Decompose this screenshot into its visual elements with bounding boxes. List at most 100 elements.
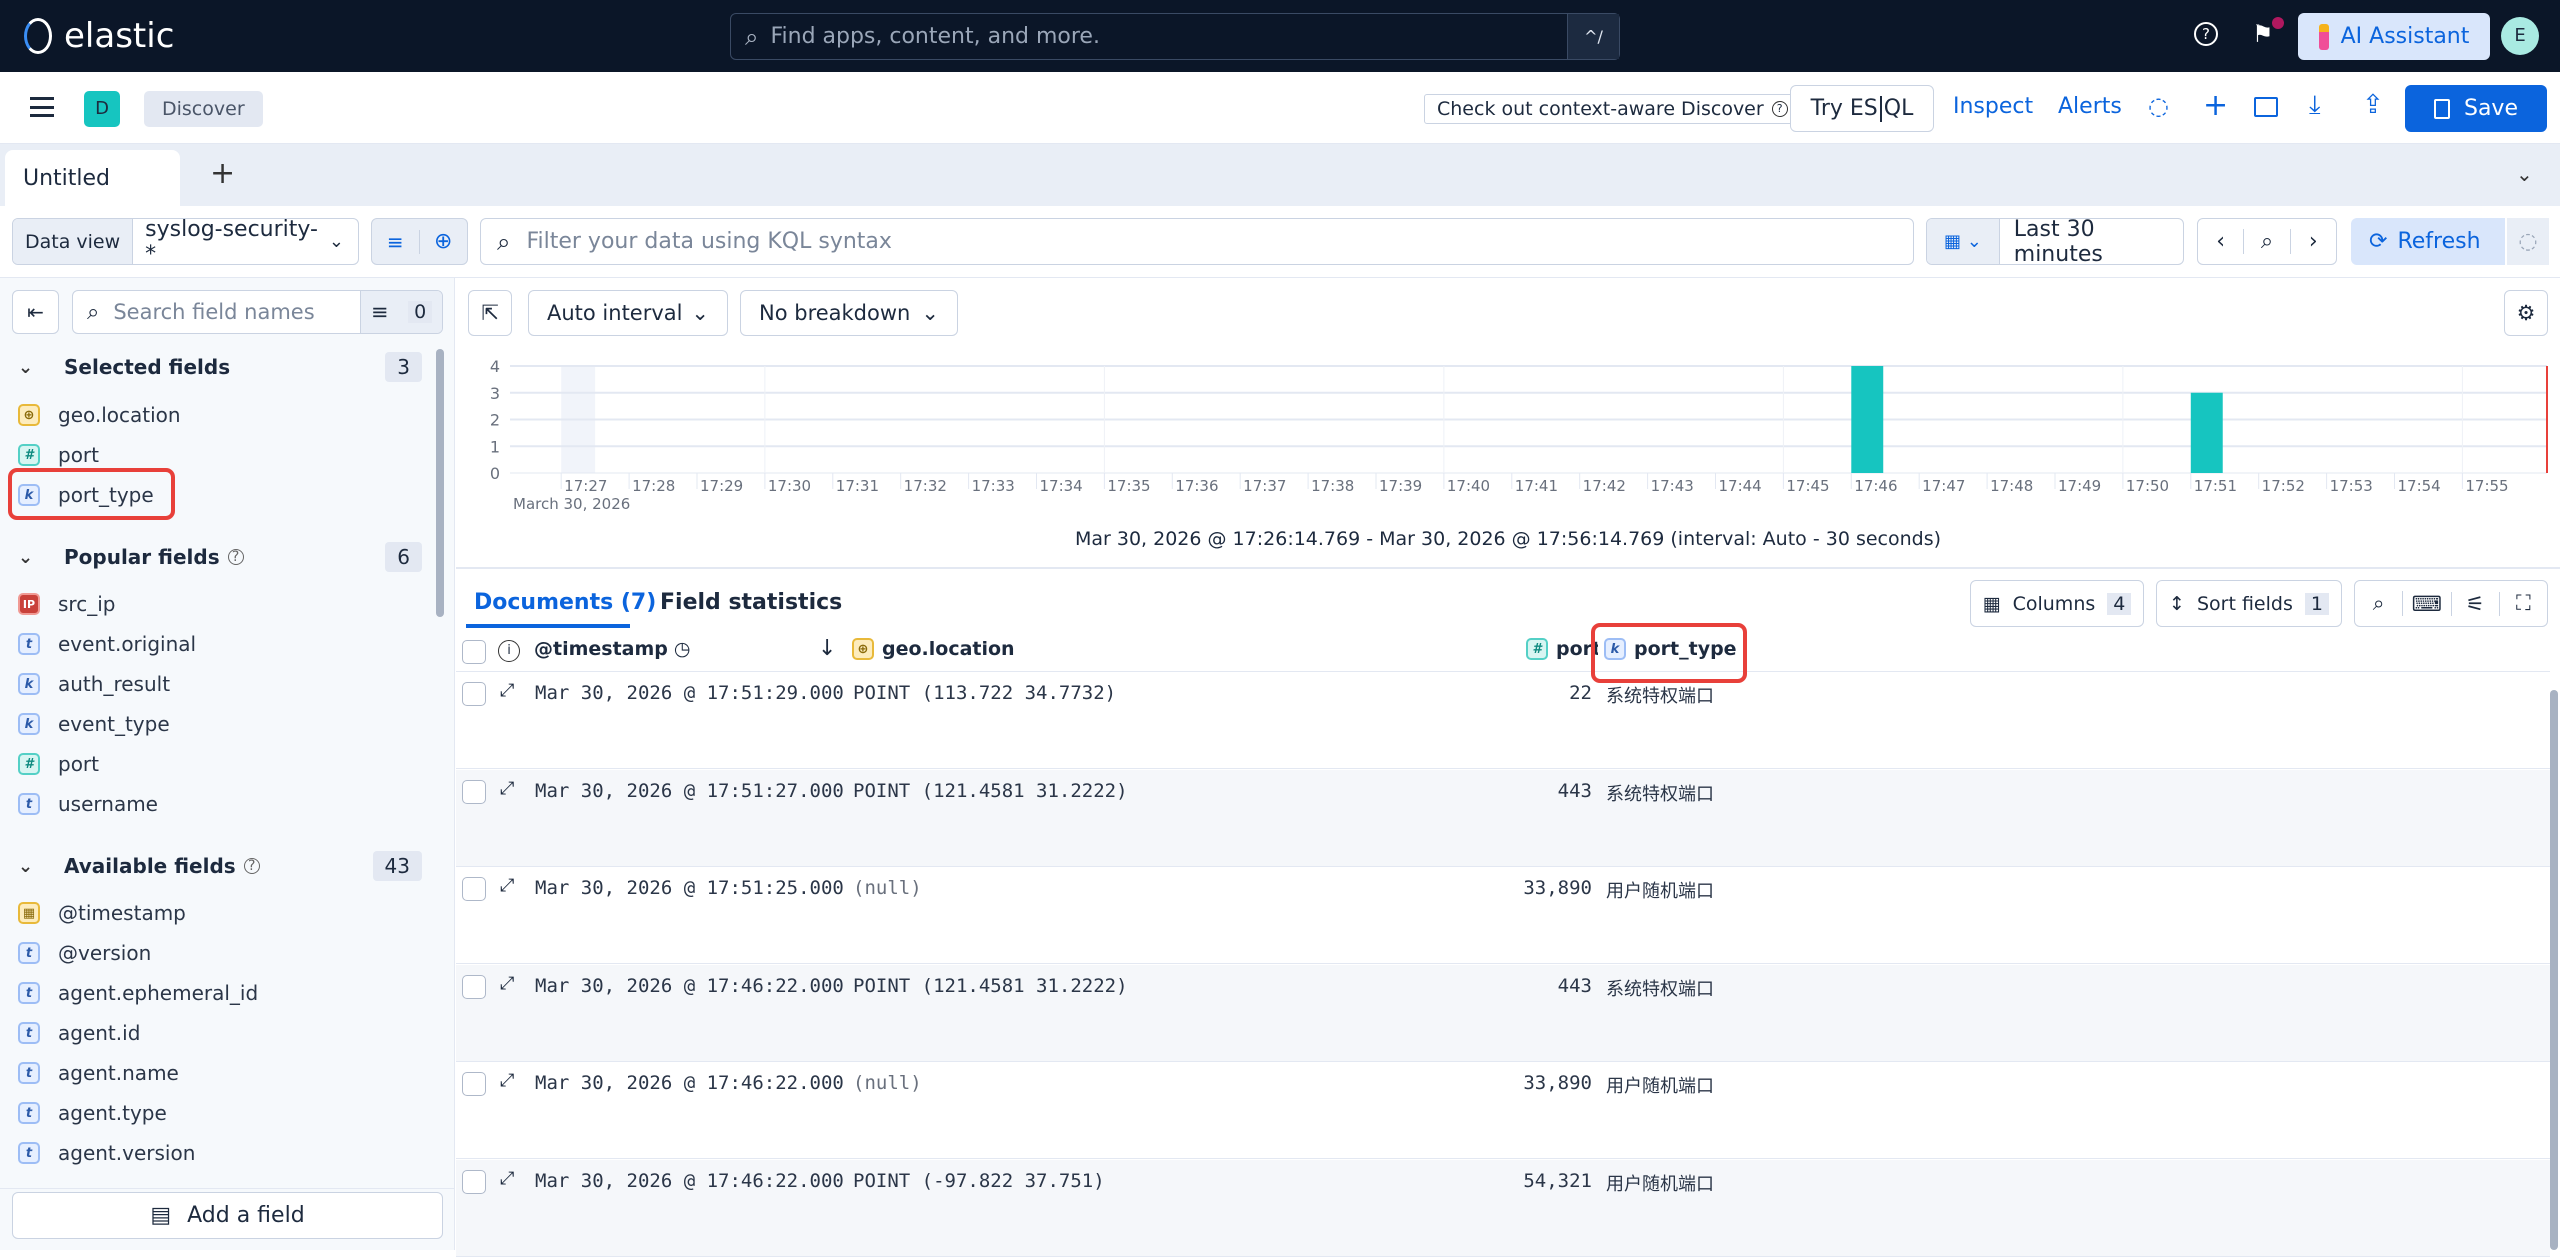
- calendar-icon[interactable]: ▦ ⌄: [1927, 219, 2000, 264]
- sessions-icon[interactable]: ◌: [2148, 92, 2169, 120]
- field-item[interactable]: t agent.type: [18, 1095, 167, 1131]
- add-filter-icon[interactable]: ⊕: [434, 229, 453, 254]
- tab-field-statistics[interactable]: Field statistics: [660, 590, 843, 615]
- filter-icon[interactable]: ≡: [372, 229, 420, 254]
- table-row[interactable]: ⤢ Mar 30, 2026 @ 17:46:22.000 POINT (121…: [456, 964, 2550, 1062]
- download-icon[interactable]: ⤓: [2309, 90, 2321, 120]
- sidebar-scrollbar[interactable]: [436, 349, 444, 617]
- column-header-port-type[interactable]: k port_type: [1604, 638, 1737, 660]
- zoom-out-icon[interactable]: ⌕: [2244, 229, 2291, 254]
- space-avatar[interactable]: D: [84, 91, 120, 127]
- elastic-logo[interactable]: elastic: [24, 14, 174, 58]
- toggle-chart-icon[interactable]: ⇱: [468, 290, 512, 336]
- new-icon[interactable]: +: [2203, 88, 2229, 123]
- field-item[interactable]: # port: [18, 746, 99, 782]
- field-item[interactable]: t agent.name: [18, 1055, 179, 1091]
- field-item[interactable]: ▦ @timestamp: [18, 895, 186, 931]
- column-header-geo-location[interactable]: ⊕ geo.location: [852, 638, 1015, 660]
- data-view-picker[interactable]: Data view syslog-security-* ⌄: [12, 218, 359, 265]
- section-available-fields[interactable]: ⌄ Available fields? 43: [18, 848, 422, 884]
- table-row[interactable]: ⤢ Mar 30, 2026 @ 17:46:22.000 POINT (-97…: [456, 1159, 2550, 1257]
- histogram-chart: 0 1 2 3 4 17:27 17:28 17:29 17:30 17:31 17:32 17:33…: [490, 357, 2548, 513]
- add-field-button[interactable]: ▤ Add a field: [12, 1192, 443, 1239]
- open-folder-icon[interactable]: [2254, 97, 2278, 117]
- column-header-timestamp[interactable]: @timestamp ◷: [534, 638, 690, 660]
- alerts-link[interactable]: Alerts: [2058, 94, 2122, 119]
- row-checkbox[interactable]: [462, 682, 486, 706]
- field-item[interactable]: t agent.version: [18, 1135, 195, 1171]
- previous-time-icon[interactable]: ‹: [2198, 229, 2245, 254]
- try-esql-button[interactable]: Try ES QL: [1790, 85, 1934, 132]
- help-icon[interactable]: ?: [2194, 22, 2218, 46]
- cell-port-type: 系统特权端口: [1606, 978, 1714, 1000]
- field-item[interactable]: k event_type: [18, 706, 170, 742]
- row-checkbox[interactable]: [462, 877, 486, 901]
- chevron-down-icon[interactable]: ⌄: [2516, 162, 2533, 186]
- news-feed-icon[interactable]: ⚑: [2252, 20, 2274, 48]
- field-item[interactable]: k port_type: [18, 477, 154, 513]
- fullscreen-icon[interactable]: ⛶: [2516, 591, 2531, 615]
- x-tick-label: 17:29: [700, 477, 743, 495]
- display-settings-icon[interactable]: ⚟: [2452, 591, 2500, 616]
- context-aware-discover-callout[interactable]: Check out context-aware Discover ?: [1424, 94, 1801, 124]
- table-row[interactable]: ⤢ Mar 30, 2026 @ 17:51:27.000 POINT (121…: [456, 769, 2550, 867]
- global-search-input[interactable]: ⌕ Find apps, content, and more. ^/: [730, 13, 1620, 60]
- expand-icon[interactable]: ⤢: [500, 972, 515, 994]
- field-item[interactable]: k auth_result: [18, 666, 170, 702]
- field-item[interactable]: t agent.ephemeral_id: [18, 975, 258, 1011]
- chart-options-icon[interactable]: ⚙: [2504, 290, 2548, 336]
- add-tab-icon[interactable]: +: [210, 156, 236, 191]
- table-row[interactable]: ⤢ Mar 30, 2026 @ 17:51:25.000 (null) 33,…: [456, 867, 2550, 964]
- select-all-checkbox[interactable]: [462, 640, 486, 664]
- inspect-link[interactable]: Inspect: [1953, 94, 2034, 119]
- user-avatar[interactable]: E: [2501, 17, 2539, 55]
- table-scrollbar[interactable]: [2550, 690, 2558, 1250]
- section-popular-fields[interactable]: ⌄ Popular fields? 6: [18, 539, 422, 575]
- kql-query-input[interactable]: ⌕ Filter your data using KQL syntax: [480, 218, 1914, 265]
- field-item[interactable]: t event.original: [18, 626, 196, 662]
- tab-untitled[interactable]: Untitled: [5, 150, 180, 206]
- field-item[interactable]: t @version: [18, 935, 151, 971]
- row-checkbox[interactable]: [462, 779, 486, 804]
- expand-icon[interactable]: ⤢: [500, 680, 515, 701]
- row-checkbox[interactable]: [462, 1169, 486, 1194]
- search-field-names-input[interactable]: ⌕ Search field names ≡ 0: [72, 290, 443, 334]
- table-row[interactable]: ⤢ Mar 30, 2026 @ 17:51:29.000 POINT (113…: [456, 672, 2550, 769]
- field-item[interactable]: t agent.id: [18, 1015, 140, 1051]
- breakdown-select[interactable]: No breakdown ⌄: [740, 290, 958, 336]
- interval-select[interactable]: Auto interval ⌄: [528, 290, 728, 336]
- expand-icon[interactable]: ⤢: [500, 1167, 515, 1189]
- columns-button[interactable]: ▦ Columns 4: [1970, 580, 2144, 627]
- field-item[interactable]: # port: [18, 437, 99, 473]
- collapse-sidebar-icon[interactable]: ⇤: [12, 290, 59, 334]
- table-row[interactable]: ⤢ Mar 30, 2026 @ 17:46:22.000 (null) 33,…: [456, 1062, 2550, 1159]
- row-checkbox[interactable]: [462, 1072, 486, 1096]
- field-item[interactable]: IP src_ip: [18, 586, 115, 622]
- expand-icon[interactable]: ⤢: [500, 777, 515, 799]
- menu-icon[interactable]: [30, 97, 54, 117]
- column-header-port[interactable]: # port: [1526, 638, 1598, 660]
- breadcrumb-discover[interactable]: Discover: [144, 91, 263, 127]
- expand-icon[interactable]: ⤢: [500, 875, 515, 896]
- time-range-button[interactable]: Last 30 minutes: [2013, 218, 2103, 265]
- cell-timestamp: Mar 30, 2026 @ 17:51:25.000: [535, 877, 844, 899]
- save-button[interactable]: Save: [2405, 85, 2547, 132]
- field-type-filter-button[interactable]: ≡ 0: [360, 291, 442, 333]
- auto-refresh-icon[interactable]: ◌: [2505, 218, 2549, 265]
- sort-fields-button[interactable]: ↕ Sort fields 1: [2156, 580, 2342, 627]
- tab-documents[interactable]: Documents (7): [474, 590, 657, 615]
- keyboard-icon[interactable]: ⌨: [2403, 591, 2452, 616]
- share-icon[interactable]: ⇪: [2362, 90, 2384, 120]
- x-tick-label: 17:39: [1379, 477, 1422, 495]
- section-selected-fields[interactable]: ⌄ Selected fields 3: [18, 349, 422, 385]
- refresh-button[interactable]: ⟳ Refresh ◌: [2351, 218, 2549, 265]
- sort-descending-icon[interactable]: ↓: [818, 636, 837, 661]
- field-item[interactable]: t username: [18, 786, 158, 822]
- expand-icon[interactable]: ⤢: [500, 1070, 515, 1091]
- ai-assistant-button[interactable]: AI Assistant: [2298, 13, 2490, 60]
- row-checkbox[interactable]: [462, 974, 486, 999]
- search-icon[interactable]: ⌕: [2355, 591, 2404, 616]
- field-item[interactable]: ⊕ geo.location: [18, 397, 181, 433]
- y-tick-label: 2: [490, 411, 500, 430]
- next-time-icon[interactable]: ›: [2308, 229, 2318, 254]
